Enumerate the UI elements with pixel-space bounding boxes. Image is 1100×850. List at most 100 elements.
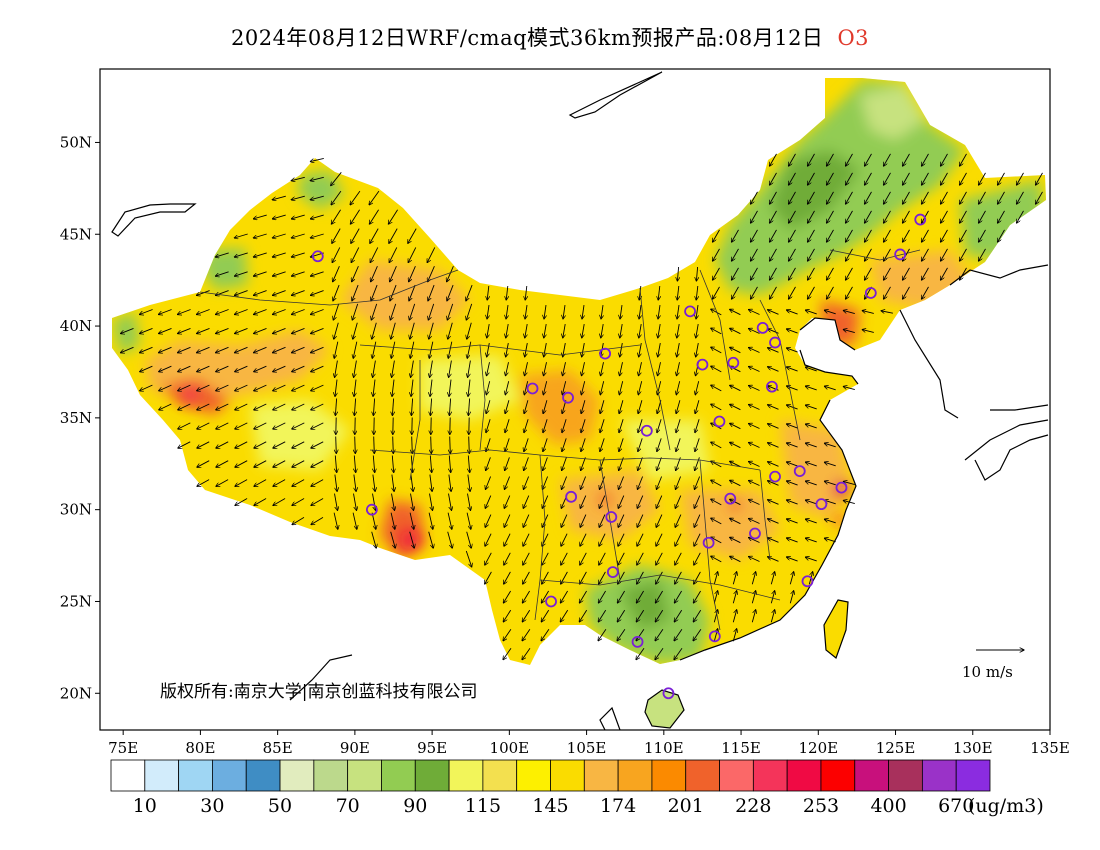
- wind-vector: [505, 438, 510, 451]
- colorbar-label: 174: [600, 795, 636, 817]
- wind-vector: [960, 210, 967, 223]
- wind-vector: [430, 474, 432, 492]
- wind-vector: [503, 590, 511, 603]
- wind-vector: [373, 398, 374, 416]
- wind-vector: [711, 518, 722, 525]
- wind-vector: [506, 285, 508, 300]
- wind-vector: [730, 328, 741, 335]
- wind-vector: [371, 266, 378, 282]
- wind-vector: [235, 441, 248, 448]
- wind-vector: [677, 266, 678, 281]
- wind-vector: [786, 462, 798, 467]
- wind-vector: [824, 443, 836, 448]
- wind-vector: [749, 500, 760, 505]
- wind-vector: [373, 379, 375, 397]
- wind-vector: [541, 609, 550, 622]
- wind-vector: [331, 190, 342, 205]
- wind-vector: [693, 590, 701, 603]
- wind-vector: [674, 648, 683, 659]
- wind-vector: [336, 436, 337, 454]
- wind-vector: [639, 324, 641, 338]
- wind-vector: [411, 360, 414, 378]
- wind-vector: [846, 191, 853, 204]
- wind-vector: [544, 362, 547, 376]
- wind-vector: [601, 362, 604, 376]
- wind-vector: [865, 153, 872, 166]
- wind-vector: [789, 191, 796, 204]
- wind-vector: [824, 310, 836, 315]
- wind-vector: [450, 436, 451, 454]
- wind-vector: [485, 571, 492, 584]
- wind-vector: [335, 360, 338, 378]
- wind-vector: [599, 476, 606, 490]
- wind-vector: [292, 517, 305, 524]
- wind-vector: [333, 303, 340, 320]
- wind-vector: [601, 305, 603, 319]
- wind-vector: [786, 557, 798, 562]
- wind-vector: [843, 329, 855, 334]
- wind-vector: [619, 438, 624, 451]
- wind-vector: [410, 322, 415, 339]
- wind-vector: [695, 438, 700, 451]
- colorbar-swatch: [550, 759, 585, 792]
- wind-reference: 10 m/s: [962, 650, 1024, 681]
- wind-vector: [579, 609, 588, 622]
- wind-vector: [524, 400, 529, 413]
- station-marker: [640, 424, 653, 437]
- station-marker: [756, 321, 769, 334]
- wind-vector: [843, 386, 855, 391]
- wind-vector: [216, 346, 229, 352]
- wind-vector: [789, 286, 796, 299]
- wind-vector: [786, 329, 798, 334]
- colorbar-swatch: [685, 759, 720, 792]
- wind-vector: [352, 512, 357, 530]
- wind-vector: [335, 379, 337, 397]
- wind-vector: [657, 438, 662, 451]
- wind-vectors: [121, 153, 1043, 660]
- wind-vector: [693, 628, 702, 641]
- colorbar-label: 253: [803, 795, 839, 817]
- wind-vector: [789, 210, 796, 223]
- wind-vector: [675, 552, 682, 565]
- wind-vector: [273, 441, 286, 448]
- wind-vector: [786, 424, 798, 429]
- wind-vector: [253, 309, 267, 315]
- wind-vector: [372, 341, 377, 359]
- wind-vector: [292, 441, 305, 448]
- wind-vector: [960, 191, 967, 204]
- wind-vector: [311, 327, 324, 333]
- wind-vector: [449, 474, 451, 492]
- wind-vector: [522, 609, 531, 622]
- wind-vector: [310, 214, 324, 219]
- wind-vector: [941, 210, 948, 223]
- wind-vector: [619, 400, 624, 413]
- wind-vector: [922, 248, 929, 261]
- wind-vector: [354, 360, 357, 378]
- wind-vector: [197, 384, 210, 391]
- wind-vector: [711, 347, 722, 354]
- wind-vector: [292, 422, 305, 429]
- wind-vector: [197, 346, 210, 352]
- wind-vector: [292, 460, 305, 468]
- wind-vector: [636, 590, 644, 603]
- wind-vector: [466, 512, 471, 530]
- wind-vector: [846, 172, 853, 185]
- wind-vector: [468, 379, 470, 397]
- wind-vector: [254, 384, 267, 391]
- colorbar-swatch: [279, 759, 315, 792]
- wind-vector: [619, 457, 624, 470]
- wind-vector: [504, 552, 511, 565]
- wind-vector: [310, 195, 324, 200]
- wind-vector: [768, 500, 779, 505]
- colorbar-swatch: [347, 759, 382, 792]
- station-marker: [696, 358, 709, 371]
- wind-vector: [486, 400, 491, 413]
- wind-vector: [786, 405, 798, 410]
- wind-vector: [504, 495, 511, 509]
- wind-vector: [730, 556, 741, 563]
- wind-vector: [485, 514, 492, 528]
- wind-vector: [618, 533, 625, 547]
- wind-vector: [311, 517, 324, 524]
- wind-vector: [922, 172, 929, 185]
- wind-vector: [865, 210, 872, 223]
